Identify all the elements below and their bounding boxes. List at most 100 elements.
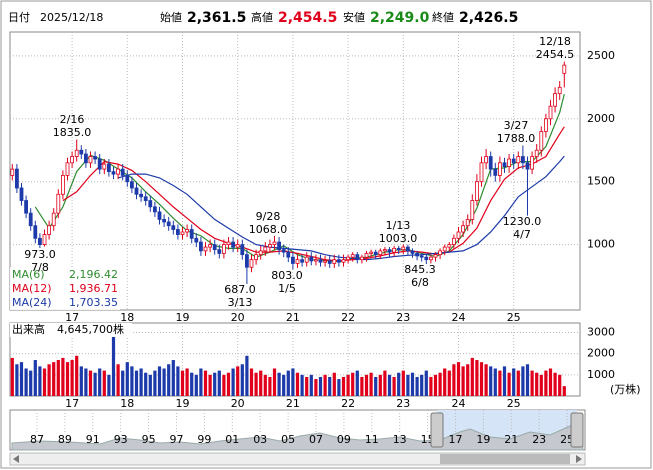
volume-bar: [125, 362, 129, 396]
volume-bar: [443, 368, 447, 396]
navigator-handle-right[interactable]: [570, 412, 584, 448]
volume-bar: [162, 368, 166, 396]
candle-body: [332, 259, 337, 264]
navigator-label: 03: [253, 433, 267, 446]
candle-body: [249, 259, 254, 268]
candle-body: [350, 254, 355, 258]
candle-body: [359, 256, 364, 261]
candle-body: [378, 250, 383, 256]
volume-bar: [157, 366, 162, 396]
volume-bar: [535, 372, 539, 396]
scroll-left-arrow[interactable]: [13, 455, 19, 463]
volume-bar: [401, 370, 405, 396]
volume-bar: [466, 364, 470, 396]
moving-average-line: [34, 93, 565, 263]
volume-bar: [558, 374, 562, 396]
candle-body: [129, 181, 134, 189]
candle-body: [148, 200, 153, 208]
x-tick-label: 24: [452, 311, 466, 324]
candle-body: [203, 246, 208, 252]
volume-bar: [222, 374, 226, 396]
candle-body: [544, 118, 548, 132]
candle-body: [217, 249, 222, 254]
candle-body: [539, 130, 544, 151]
volume-bar: [249, 368, 254, 396]
annotation-price: 1788.0: [497, 132, 536, 145]
x-tick-label: 17: [65, 311, 79, 324]
volume-bar: [286, 370, 290, 396]
header-value: 2,249.0: [370, 10, 430, 26]
volume-bar: [433, 374, 438, 396]
header-label: 終値: [432, 10, 454, 24]
candle-body: [258, 250, 263, 256]
candle-body: [447, 244, 452, 248]
navigator-label: 23: [532, 433, 546, 446]
candle-body: [484, 156, 489, 164]
candle-body: [185, 229, 190, 233]
candle-body: [470, 200, 475, 220]
candle-body: [525, 162, 530, 170]
candle-body: [419, 255, 424, 258]
annotation-price: 1835.0: [53, 126, 92, 139]
candle-body: [93, 156, 97, 160]
volume-bar: [180, 370, 185, 396]
x-tick-label: 19: [176, 397, 190, 410]
candle-body: [28, 212, 33, 227]
candle-body: [346, 256, 351, 261]
volume-latest: 4,645,700株: [57, 322, 124, 336]
candle-body: [396, 247, 401, 251]
navigator-handle-left[interactable]: [430, 412, 444, 448]
candle-body: [208, 244, 213, 248]
candle-body: [456, 231, 461, 239]
volume-bar: [277, 372, 281, 396]
volume-title: 出来高: [12, 322, 45, 336]
volume-bar: [351, 372, 355, 396]
volume-bar: [52, 362, 56, 396]
candle-body: [38, 237, 42, 245]
candle-body: [143, 196, 148, 201]
volume-bar: [410, 372, 415, 396]
volume-bar: [489, 366, 493, 396]
volume-bar: [75, 355, 79, 396]
navigator-label: 09: [337, 433, 351, 446]
candle-body: [189, 229, 194, 239]
candle-body: [19, 187, 24, 201]
scroll-right-arrow[interactable]: [576, 455, 582, 463]
candle-body: [511, 158, 516, 164]
candle-body: [488, 156, 493, 170]
candle-body: [295, 259, 300, 264]
x-tick-label: 21: [286, 397, 300, 410]
y-tick-label: 1500: [587, 175, 615, 188]
candle-body: [102, 163, 107, 170]
candle-body: [171, 225, 176, 230]
candle-body: [24, 200, 29, 214]
candle-body: [194, 237, 199, 243]
candle-body: [221, 244, 226, 254]
candle-body: [521, 156, 525, 164]
candle-body: [373, 251, 378, 256]
volume-title-box: [10, 323, 132, 337]
candle-body: [134, 187, 139, 195]
candle-body: [47, 225, 51, 235]
candle-body: [107, 163, 111, 173]
volume-bar: [282, 374, 286, 396]
scroll-thumb[interactable]: [440, 454, 570, 464]
candle-body: [557, 86, 562, 95]
volume-bar: [424, 370, 428, 396]
volume-bar: [24, 368, 28, 396]
volume-bar: [47, 364, 51, 396]
candle-body: [355, 254, 360, 261]
volume-bar: [213, 372, 217, 396]
volume-bar: [493, 368, 497, 396]
volume-bar: [539, 374, 543, 396]
volume-bar: [341, 376, 346, 396]
candle-body: [139, 193, 144, 198]
volume-bar: [461, 366, 465, 396]
candle-body: [442, 246, 447, 252]
volume-bar: [148, 374, 152, 396]
volume-bar: [525, 364, 530, 396]
volume-bar: [452, 364, 456, 396]
header-value: 2,426.5: [459, 10, 518, 26]
x-tick-label: 18: [120, 311, 134, 324]
volume-bar: [415, 376, 419, 396]
